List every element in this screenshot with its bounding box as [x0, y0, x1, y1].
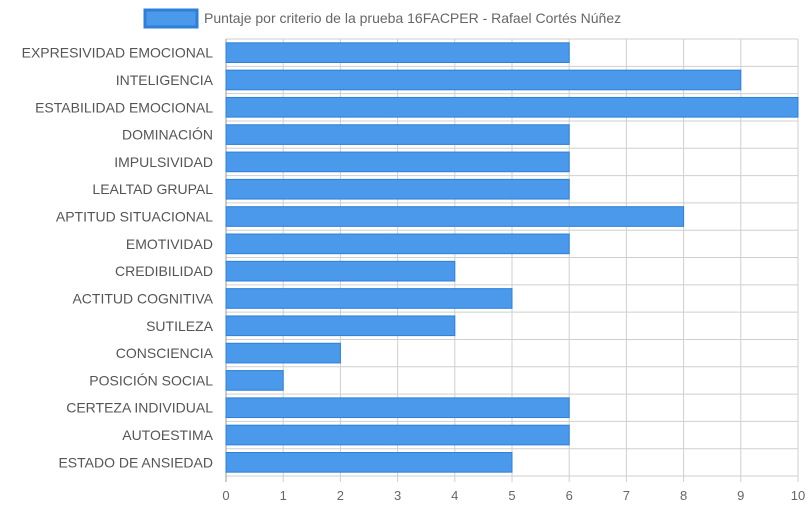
x-tick-label: 3 — [394, 488, 401, 503]
category-label: ESTADO DE ANSIEDAD — [58, 454, 213, 470]
category-label: POSICIÓN SOCIAL — [89, 372, 213, 388]
bar[interactable] — [225, 315, 456, 337]
category-label: ACTITUD COGNITIVA — [72, 290, 213, 306]
x-tick-label: 5 — [508, 488, 515, 503]
category-label: INTELIGENCIA — [116, 72, 214, 88]
category-label: CREDIBILIDAD — [115, 263, 213, 279]
x-tick-label: 7 — [623, 488, 630, 503]
bar[interactable] — [225, 452, 513, 473]
bar[interactable] — [225, 206, 685, 227]
x-tick-label: 6 — [566, 488, 573, 503]
x-tick-label: 8 — [680, 488, 687, 503]
bar[interactable] — [225, 424, 570, 446]
bar[interactable] — [225, 370, 284, 391]
bar[interactable] — [225, 151, 570, 173]
bar[interactable] — [225, 288, 513, 309]
x-tick-label: 0 — [222, 488, 229, 503]
category-label: SUTILEZA — [146, 318, 214, 334]
category-label: EMOTIVIDAD — [126, 236, 213, 252]
category-label: CERTEZA INDIVIDUAL — [66, 400, 213, 416]
category-label: CONSCIENCIA — [116, 345, 214, 361]
bar[interactable] — [225, 397, 570, 419]
bar[interactable] — [225, 69, 742, 91]
category-label: IMPULSIVIDAD — [114, 154, 213, 170]
bar[interactable] — [225, 342, 341, 364]
x-tick-label: 4 — [451, 488, 458, 503]
category-label: AUTOESTIMA — [122, 427, 213, 443]
category-label: LEALTAD GRUPAL — [92, 181, 213, 197]
bar[interactable] — [225, 260, 456, 282]
category-label: DOMINACIÓN — [122, 127, 213, 143]
x-tick-label: 9 — [737, 488, 744, 503]
x-tick-label: 1 — [280, 488, 287, 503]
category-label: ESTABILIDAD EMOCIONAL — [35, 99, 213, 115]
legend-swatch — [143, 8, 199, 29]
legend-label: Puntaje por criterio de la prueba 16FACP… — [204, 10, 621, 26]
chart-legend[interactable]: Puntaje por criterio de la prueba 16FACP… — [143, 8, 621, 29]
bar[interactable] — [225, 124, 570, 145]
bar[interactable] — [225, 233, 570, 255]
x-axis-ticks: 0 1 2 3 4 5 6 7 8 9 10 — [222, 488, 805, 503]
category-label: EXPRESIVIDAD EMOCIONAL — [22, 45, 214, 61]
x-tick-label: 10 — [791, 488, 805, 503]
x-tick-label: 2 — [337, 488, 344, 503]
bars — [225, 42, 799, 473]
bar[interactable] — [225, 178, 570, 200]
bar[interactable] — [225, 96, 799, 118]
category-label: APTITUD SITUACIONAL — [56, 209, 213, 225]
category-labels: EXPRESIVIDAD EMOCIONAL INTELIGENCIA ESTABI… — [22, 45, 214, 471]
bar[interactable] — [225, 42, 570, 63]
